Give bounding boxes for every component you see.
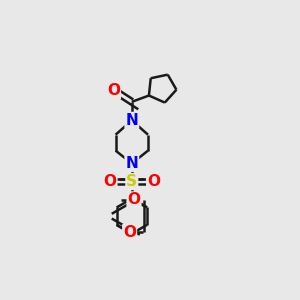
Text: O: O: [107, 83, 120, 98]
Text: O: O: [103, 174, 116, 189]
Text: S: S: [126, 174, 137, 189]
Text: O: O: [147, 174, 160, 189]
Text: N: N: [125, 156, 138, 171]
Text: N: N: [125, 113, 138, 128]
Text: O: O: [128, 192, 140, 207]
Text: O: O: [123, 225, 136, 240]
